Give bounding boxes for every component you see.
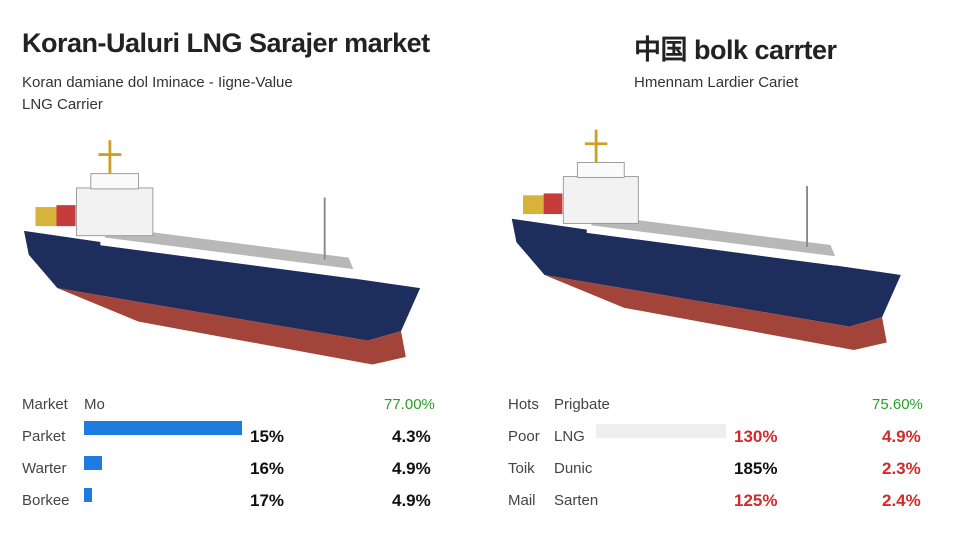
value: 4.9% bbox=[882, 427, 921, 446]
caption: LNG Carrier bbox=[22, 96, 103, 113]
bar bbox=[84, 488, 92, 502]
row-label: Hots bbox=[508, 396, 539, 413]
title: 中国 bolk carrter bbox=[634, 35, 837, 65]
value: 130% bbox=[734, 427, 778, 446]
value: 4.9% bbox=[392, 459, 431, 478]
value: 125% bbox=[734, 491, 778, 510]
row-label: Sarten bbox=[554, 492, 599, 509]
value: 4.3% bbox=[392, 427, 431, 446]
bar bbox=[84, 421, 242, 435]
bar bbox=[596, 424, 726, 438]
value: 16% bbox=[250, 459, 285, 478]
value: 4.9% bbox=[392, 491, 431, 510]
row-label: Parket bbox=[22, 428, 66, 445]
row-label: Warter bbox=[22, 460, 67, 477]
row-label: Mail bbox=[508, 492, 536, 509]
subtitle: Hmennam Lardier Cariet bbox=[634, 74, 799, 91]
row-label: Poor bbox=[508, 428, 540, 445]
row-label: LNG bbox=[554, 428, 585, 445]
row-label: Dunic bbox=[554, 460, 593, 477]
row-label: Market bbox=[22, 396, 68, 413]
ship-image bbox=[24, 130, 444, 370]
bar bbox=[84, 456, 102, 470]
value: 75.60% bbox=[872, 396, 923, 413]
value: 77.00% bbox=[384, 396, 435, 413]
value: 2.4% bbox=[882, 491, 921, 510]
ship-image bbox=[498, 125, 938, 350]
row-label: Mo bbox=[84, 396, 105, 413]
value: 2.3% bbox=[882, 459, 921, 478]
title: Koran-Ualuri LNG Sarajer market bbox=[22, 28, 430, 58]
row-label: Toik bbox=[508, 460, 535, 477]
value: 15% bbox=[250, 427, 285, 446]
value: 17% bbox=[250, 491, 285, 510]
subtitle: Koran damiane dol Iminace - Iigne-Value bbox=[22, 74, 293, 91]
row-label: Prigbate bbox=[554, 396, 610, 413]
row-label: Borkee bbox=[22, 492, 70, 509]
value: 185% bbox=[734, 459, 778, 478]
